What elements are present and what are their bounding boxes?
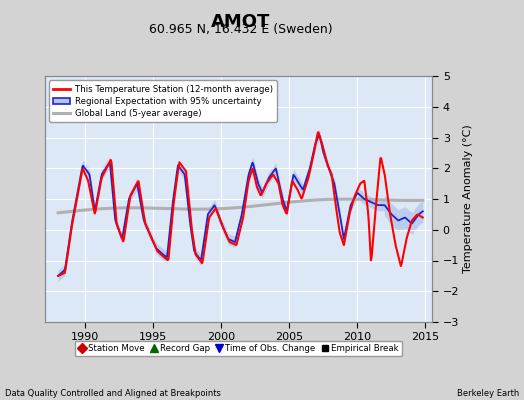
Text: 60.965 N, 16.432 E (Sweden): 60.965 N, 16.432 E (Sweden) bbox=[149, 23, 333, 36]
Text: AMOT: AMOT bbox=[211, 13, 271, 31]
Legend: Station Move, Record Gap, Time of Obs. Change, Empirical Break: Station Move, Record Gap, Time of Obs. C… bbox=[75, 341, 402, 356]
Legend: This Temperature Station (12-month average), Regional Expectation with 95% uncer: This Temperature Station (12-month avera… bbox=[49, 80, 277, 122]
Text: Data Quality Controlled and Aligned at Breakpoints: Data Quality Controlled and Aligned at B… bbox=[5, 389, 221, 398]
Text: Berkeley Earth: Berkeley Earth bbox=[456, 389, 519, 398]
Y-axis label: Temperature Anomaly (°C): Temperature Anomaly (°C) bbox=[463, 125, 473, 273]
